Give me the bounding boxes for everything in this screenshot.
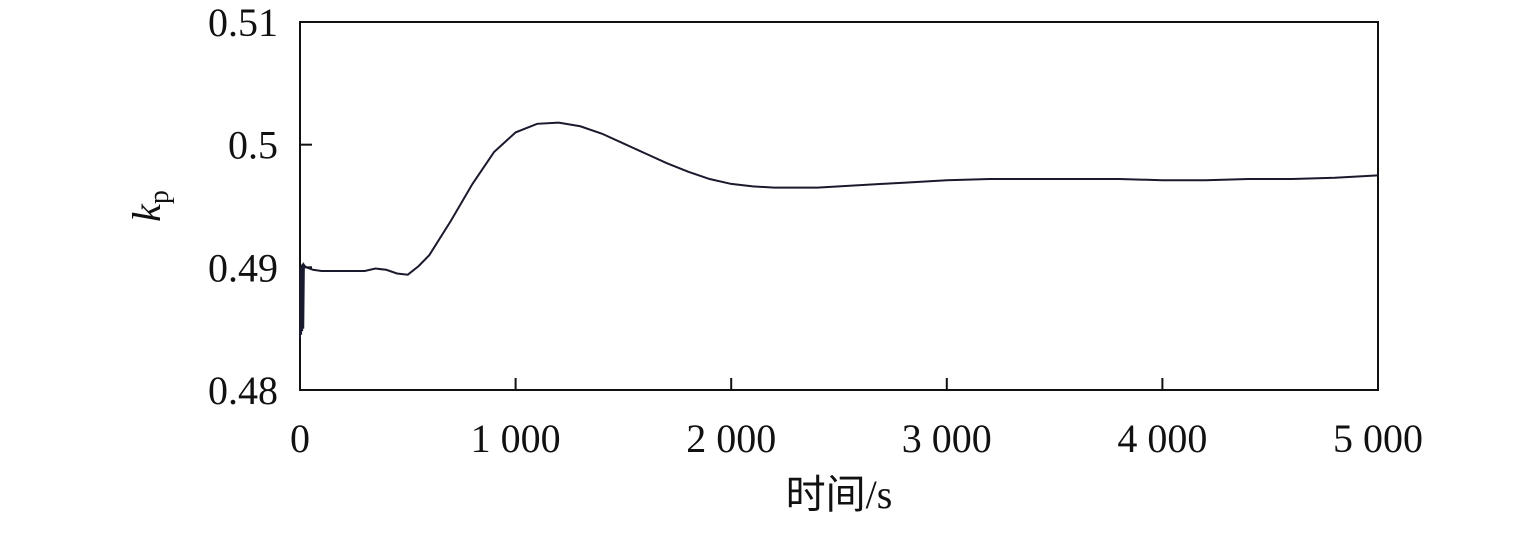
y-axis-title-subscript: p xyxy=(144,190,175,204)
x-tick-label: 3 000 xyxy=(902,416,992,461)
x-axis-ticks: 0 1 000 2 000 3 000 4 000 5 000 xyxy=(290,378,1423,461)
x-tick-label: 0 xyxy=(290,416,310,461)
y-tick-label: 0.51 xyxy=(208,0,278,45)
y-tick-label: 0.48 xyxy=(208,368,278,413)
x-tick-label: 4 000 xyxy=(1117,416,1207,461)
y-axis-ticks: 0.48 0.49 0.5 0.51 xyxy=(208,0,312,413)
x-axis-title: 时间/s xyxy=(786,472,893,517)
kp-series-line xyxy=(299,121,1379,339)
x-tick-label: 5 000 xyxy=(1333,416,1423,461)
x-tick-label: 1 000 xyxy=(471,416,561,461)
y-axis-title: kp xyxy=(124,190,175,222)
plot-frame xyxy=(299,21,1379,391)
y-tick-label: 0.49 xyxy=(208,245,278,290)
y-tick-label: 0.5 xyxy=(228,123,278,168)
x-tick-label: 2 000 xyxy=(686,416,776,461)
y-axis-title-main: k xyxy=(124,203,169,222)
